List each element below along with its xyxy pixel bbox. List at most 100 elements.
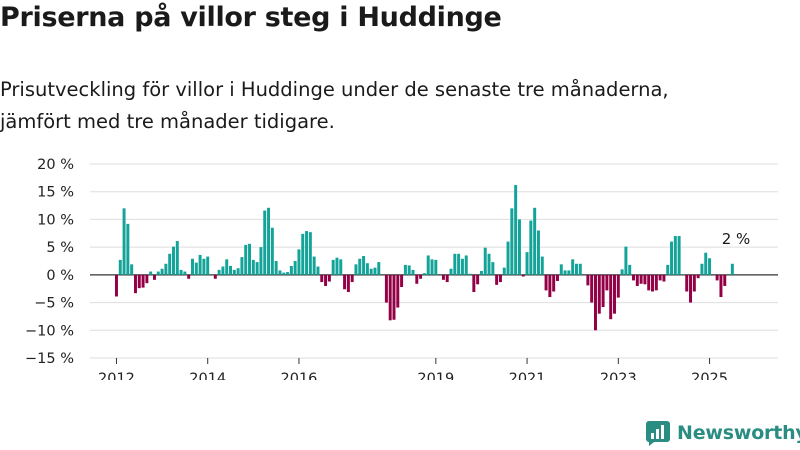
bar (118, 259, 122, 275)
bar (597, 274, 601, 314)
bar (487, 253, 491, 275)
bar (685, 274, 689, 292)
bar (517, 219, 521, 275)
bar (445, 274, 449, 283)
bar (468, 273, 472, 275)
bar (172, 246, 175, 275)
subtitle: Prisutveckling för villor i Huddinge und… (0, 74, 790, 138)
y-tick-label: 5 % (46, 240, 74, 256)
bar (540, 256, 544, 275)
x-axis-ticks: 2012 2014 2016 2019 2021 2023 2025 (98, 358, 728, 380)
bar (643, 274, 647, 285)
bar (187, 274, 191, 279)
bar (548, 274, 552, 298)
bar (346, 274, 350, 293)
bar (282, 272, 286, 275)
annotation-layer: 2 % (722, 230, 751, 248)
x-tick-label: 2019 (417, 371, 454, 380)
x-tick-label: 2025 (691, 371, 728, 380)
bar (164, 263, 168, 275)
bar (563, 270, 567, 275)
bar (719, 274, 723, 298)
newsworthy-logo-text: Newsworthy (677, 422, 800, 444)
bar (647, 274, 651, 291)
bar (278, 270, 282, 275)
bar (651, 274, 654, 292)
bar (244, 244, 248, 275)
bar (457, 253, 461, 275)
bar (708, 258, 712, 275)
bar (175, 241, 179, 275)
y-tick-label: 10 % (37, 212, 74, 228)
bar (658, 274, 662, 281)
bar (286, 272, 290, 275)
bar (590, 274, 594, 303)
bar (578, 263, 582, 275)
bar (495, 274, 499, 285)
bar (662, 274, 666, 282)
bar (613, 274, 616, 314)
bar (555, 274, 559, 281)
y-tick-label: 15 % (37, 185, 74, 201)
bar (586, 274, 590, 286)
bar (312, 256, 316, 275)
bar (605, 274, 609, 291)
bar (335, 257, 339, 275)
x-tick-label: 2016 (281, 371, 318, 380)
bar (168, 253, 172, 275)
bar (206, 256, 210, 275)
bar (316, 266, 320, 275)
bar (297, 249, 301, 275)
latest-value-label: 2 % (722, 230, 751, 248)
bar (502, 267, 506, 275)
bar (229, 265, 232, 275)
bar (149, 271, 153, 275)
bar (411, 269, 415, 275)
bar (179, 269, 183, 275)
bar (628, 264, 632, 275)
bar (339, 259, 343, 275)
bar (274, 261, 278, 275)
y-tick-label: −10 % (25, 323, 74, 339)
bar (632, 274, 635, 281)
bar (426, 255, 430, 275)
bar (449, 268, 453, 275)
bar (559, 264, 563, 275)
bar (217, 269, 221, 275)
bar (472, 274, 476, 293)
bar (183, 271, 187, 275)
bar (130, 264, 134, 275)
bar (156, 271, 160, 275)
bar (529, 220, 533, 275)
bar (666, 264, 670, 275)
bar (270, 227, 274, 275)
bar (464, 255, 468, 275)
bar (267, 207, 271, 275)
bar (289, 265, 293, 275)
bar (673, 236, 677, 275)
bar (369, 268, 373, 275)
newsworthy-logo: Newsworthy (645, 420, 800, 446)
y-tick-label: −15 % (25, 351, 74, 367)
bar (670, 241, 674, 275)
bar (491, 262, 495, 275)
bar (114, 274, 118, 297)
bar (403, 264, 407, 275)
bar (552, 274, 556, 292)
bar (415, 274, 419, 284)
bar (232, 269, 236, 275)
bar (434, 259, 438, 275)
subtitle-line-1: Prisutveckling för villor i Huddinge und… (0, 78, 669, 101)
bar (301, 233, 305, 275)
bar (601, 274, 605, 308)
bar (407, 265, 411, 275)
bar (677, 236, 681, 275)
bar (384, 274, 388, 303)
bar (723, 274, 727, 286)
bar (213, 274, 217, 279)
bar (202, 258, 206, 275)
y-tick-label: −5 % (34, 296, 74, 312)
bar (521, 274, 525, 277)
bar (259, 247, 263, 275)
bar (160, 268, 164, 275)
